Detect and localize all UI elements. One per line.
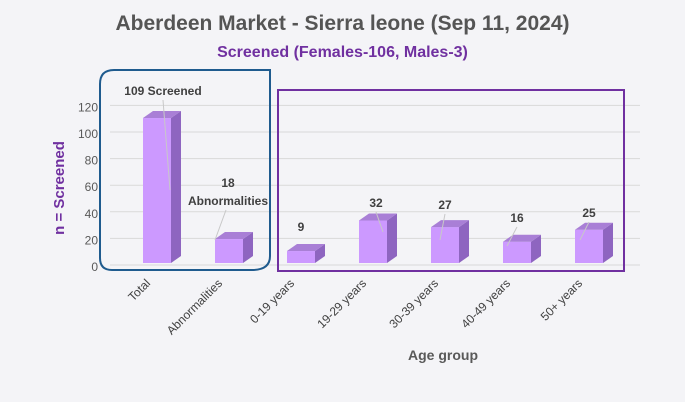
- y-tick-label: 120: [78, 100, 98, 114]
- bar-top: [575, 222, 613, 230]
- age-group-box: [277, 89, 625, 272]
- bar: [359, 213, 397, 263]
- y-tick-labels: 0 20 40 60 80 100 120: [78, 100, 98, 274]
- bar: [287, 244, 325, 263]
- bar-front: [215, 239, 243, 263]
- leader-line: [579, 221, 590, 241]
- bar-front: [143, 118, 171, 263]
- group-boxes: [99, 69, 625, 272]
- bar-front: [287, 251, 315, 263]
- category-label: 19-29 years: [314, 276, 369, 331]
- data-label: 27: [438, 198, 452, 212]
- leader-line: [214, 209, 227, 241]
- category-labels: Total Abnormalities 0-19 years 19-29 years 3…: [125, 276, 585, 337]
- bar-front: [575, 229, 603, 263]
- gridlines: [110, 104, 640, 266]
- bar-top: [215, 232, 253, 240]
- bar-top: [143, 111, 181, 119]
- bar: [575, 222, 613, 263]
- bar: [503, 234, 541, 263]
- category-label: 50+ years: [538, 276, 585, 323]
- data-label: 9: [298, 220, 305, 234]
- y-tick-label: 80: [85, 154, 99, 168]
- leader-line: [439, 213, 446, 241]
- y-tick-label: 20: [85, 233, 99, 247]
- bar: [143, 111, 181, 263]
- y-tick-label: 0: [91, 260, 98, 274]
- bar-side: [603, 222, 613, 263]
- category-label: Total: [125, 276, 153, 304]
- y-tick-label: 100: [78, 127, 98, 141]
- bar-side: [171, 111, 181, 263]
- bar-front: [503, 241, 531, 263]
- bar-side: [459, 220, 469, 263]
- label-leaders: [162, 99, 590, 247]
- leader-line: [375, 211, 384, 233]
- category-label: 0-19 years: [247, 276, 297, 326]
- y-tick-label: 60: [85, 180, 99, 194]
- bar-front: [359, 220, 387, 263]
- leader-line: [162, 99, 171, 191]
- bar-top: [287, 244, 325, 252]
- bar-front: [431, 227, 459, 263]
- data-labels: 109 Screened 18 Abnormalities 9 32 27 16 25: [124, 84, 596, 234]
- category-label: Abnormalities: [164, 276, 225, 337]
- data-label: 16: [510, 211, 524, 225]
- data-label: 109 Screened: [124, 84, 201, 98]
- bar-side: [315, 244, 325, 263]
- bar-side: [531, 234, 541, 263]
- bars: [143, 111, 613, 263]
- data-label: 25: [582, 206, 596, 220]
- bar: [431, 220, 469, 263]
- summary-group-box: [99, 69, 271, 271]
- y-axis-label: n = Screened: [51, 141, 68, 235]
- bar-top: [431, 220, 469, 228]
- data-label: 18 Abnormalities: [188, 176, 268, 208]
- bar-side: [387, 213, 397, 263]
- category-label: 30-39 years: [386, 276, 441, 331]
- y-tick-label: 40: [85, 207, 99, 221]
- bar: [215, 232, 253, 263]
- leader-line: [506, 226, 518, 247]
- chart-subtitle: Screened (Females-106, Males-3): [217, 44, 468, 61]
- chart-title: Aberdeen Market - Sierra leone (Sep 11, …: [115, 12, 570, 35]
- data-label: 32: [369, 196, 383, 210]
- bar-side: [243, 232, 253, 263]
- x-axis-label: Age group: [408, 347, 478, 363]
- category-label: 40-49 years: [458, 276, 513, 331]
